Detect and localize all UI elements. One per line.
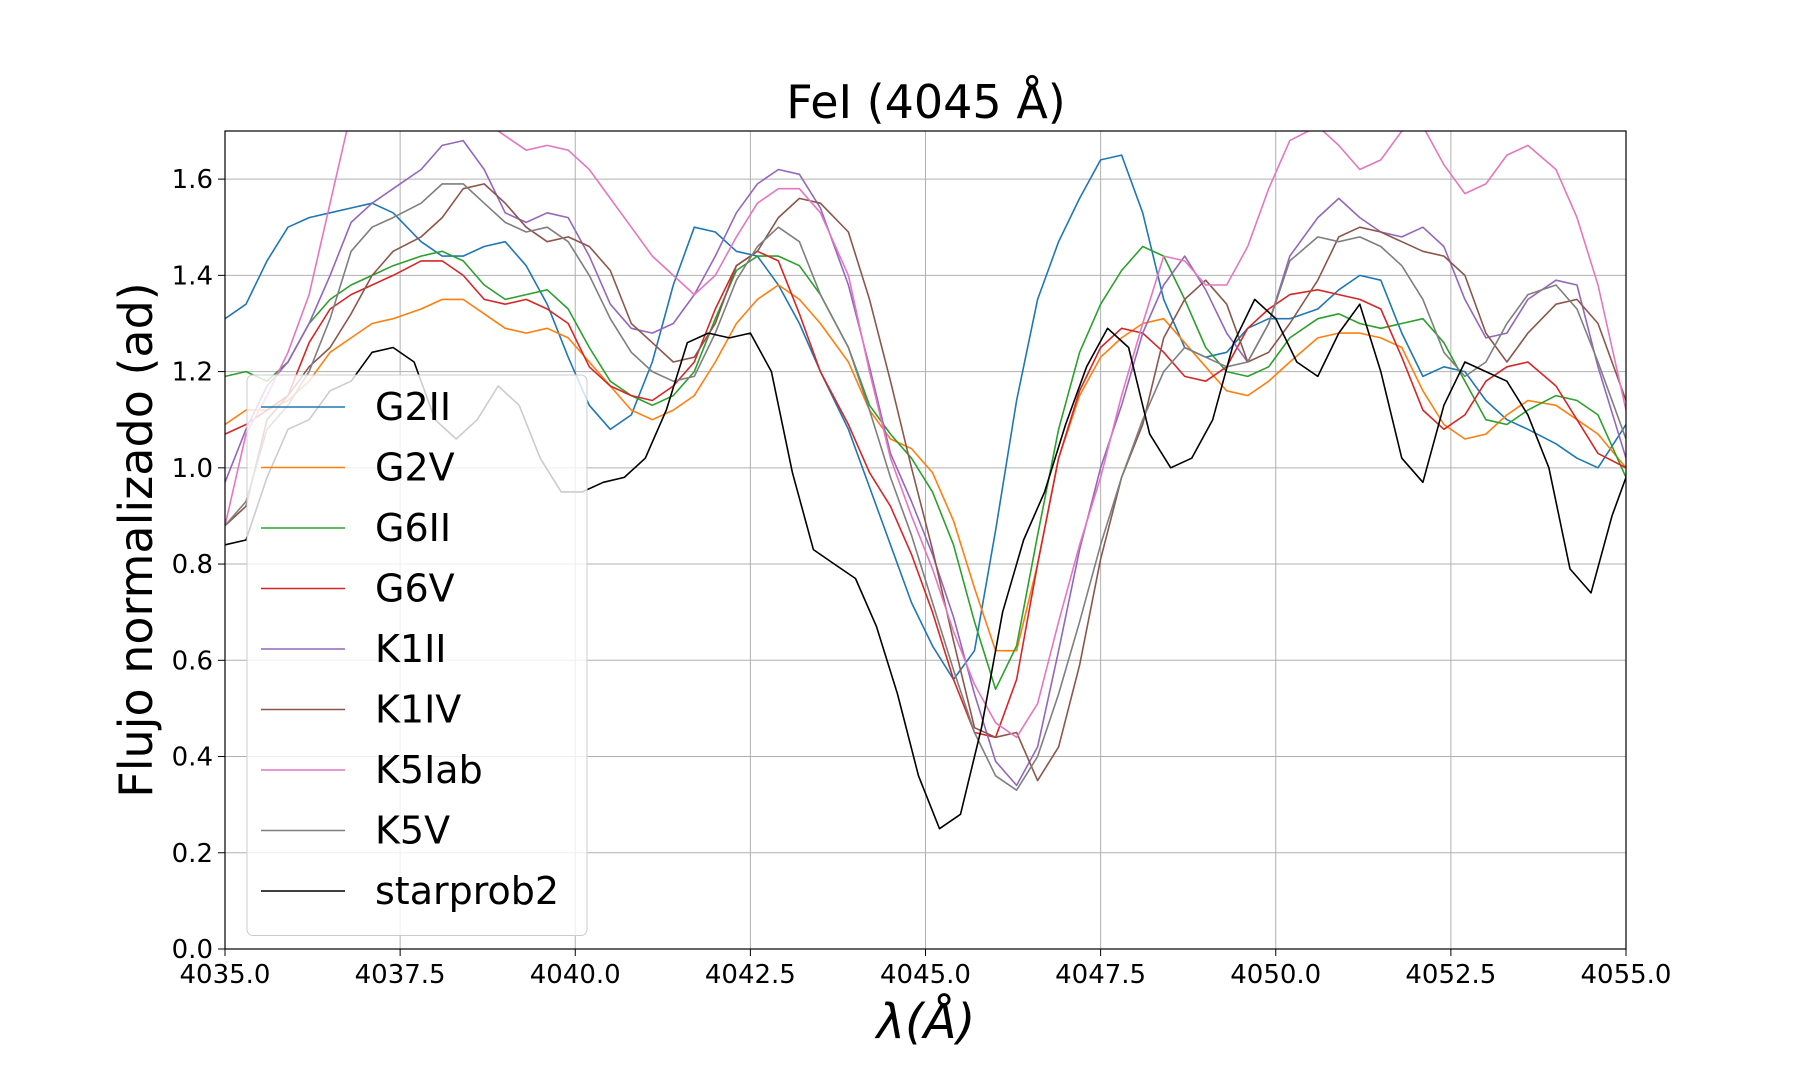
y-axis-label: Flujo normalizado (ad) <box>109 282 163 797</box>
series-line-K5V <box>225 183 1626 792</box>
y-tick-label: 1.0 <box>172 454 213 484</box>
y-tick-label: 0.4 <box>172 743 213 773</box>
series-line-G2II <box>225 154 1626 681</box>
series-line-G6II <box>225 245 1626 691</box>
x-tick-label: 4037.5 <box>355 960 446 990</box>
legend-label: G6II <box>375 506 451 550</box>
y-tick-label: 1.6 <box>172 165 213 195</box>
x-tick-label: 4055.0 <box>1581 960 1672 990</box>
x-tick-label: 4042.5 <box>705 960 796 990</box>
y-tick-label: 1.2 <box>172 358 213 388</box>
legend-label: G6V <box>375 567 455 611</box>
y-tick-label: 1.4 <box>172 261 213 291</box>
x-tick-label: 4035.0 <box>180 960 271 990</box>
x-tick-label: 4045.0 <box>880 960 971 990</box>
legend-label: K1II <box>375 627 447 671</box>
legend-box <box>246 374 588 936</box>
legend-label: K1IV <box>375 688 461 732</box>
y-tick-label: 0.0 <box>172 935 213 965</box>
x-tick-label: 4047.5 <box>1055 960 1146 990</box>
x-tick-label: 4052.5 <box>1405 960 1496 990</box>
legend-label: G2V <box>375 446 455 490</box>
chart-title: FeI (4045 Å) <box>786 75 1065 129</box>
series-line-G6V <box>225 250 1626 739</box>
legend: G2II G2V G6II G6V K1II K1IV K5Iab K5V starprob2 <box>246 374 588 936</box>
x-tick-label: 4040.0 <box>530 960 621 990</box>
y-tick-label: 0.8 <box>172 550 213 580</box>
x-tick-label: 4050.0 <box>1230 960 1321 990</box>
x-axis-label: λ(Å) <box>874 993 976 1050</box>
y-tick-label: 0.2 <box>172 839 213 869</box>
series-line-K5Iab <box>225 131 1626 739</box>
y-tick-label: 0.6 <box>172 646 213 676</box>
legend-label: K5Iab <box>375 748 483 792</box>
legend-label: starprob2 <box>375 869 559 913</box>
ticks: 4035.0 4037.5 4040.0 4042.5 4045.0 4047.5 4050… <box>172 165 1672 990</box>
series-line-K1IV <box>225 183 1626 782</box>
series-line-G2V <box>225 284 1626 652</box>
legend-label: K5V <box>375 809 450 853</box>
legend-label: G2II <box>375 385 451 429</box>
